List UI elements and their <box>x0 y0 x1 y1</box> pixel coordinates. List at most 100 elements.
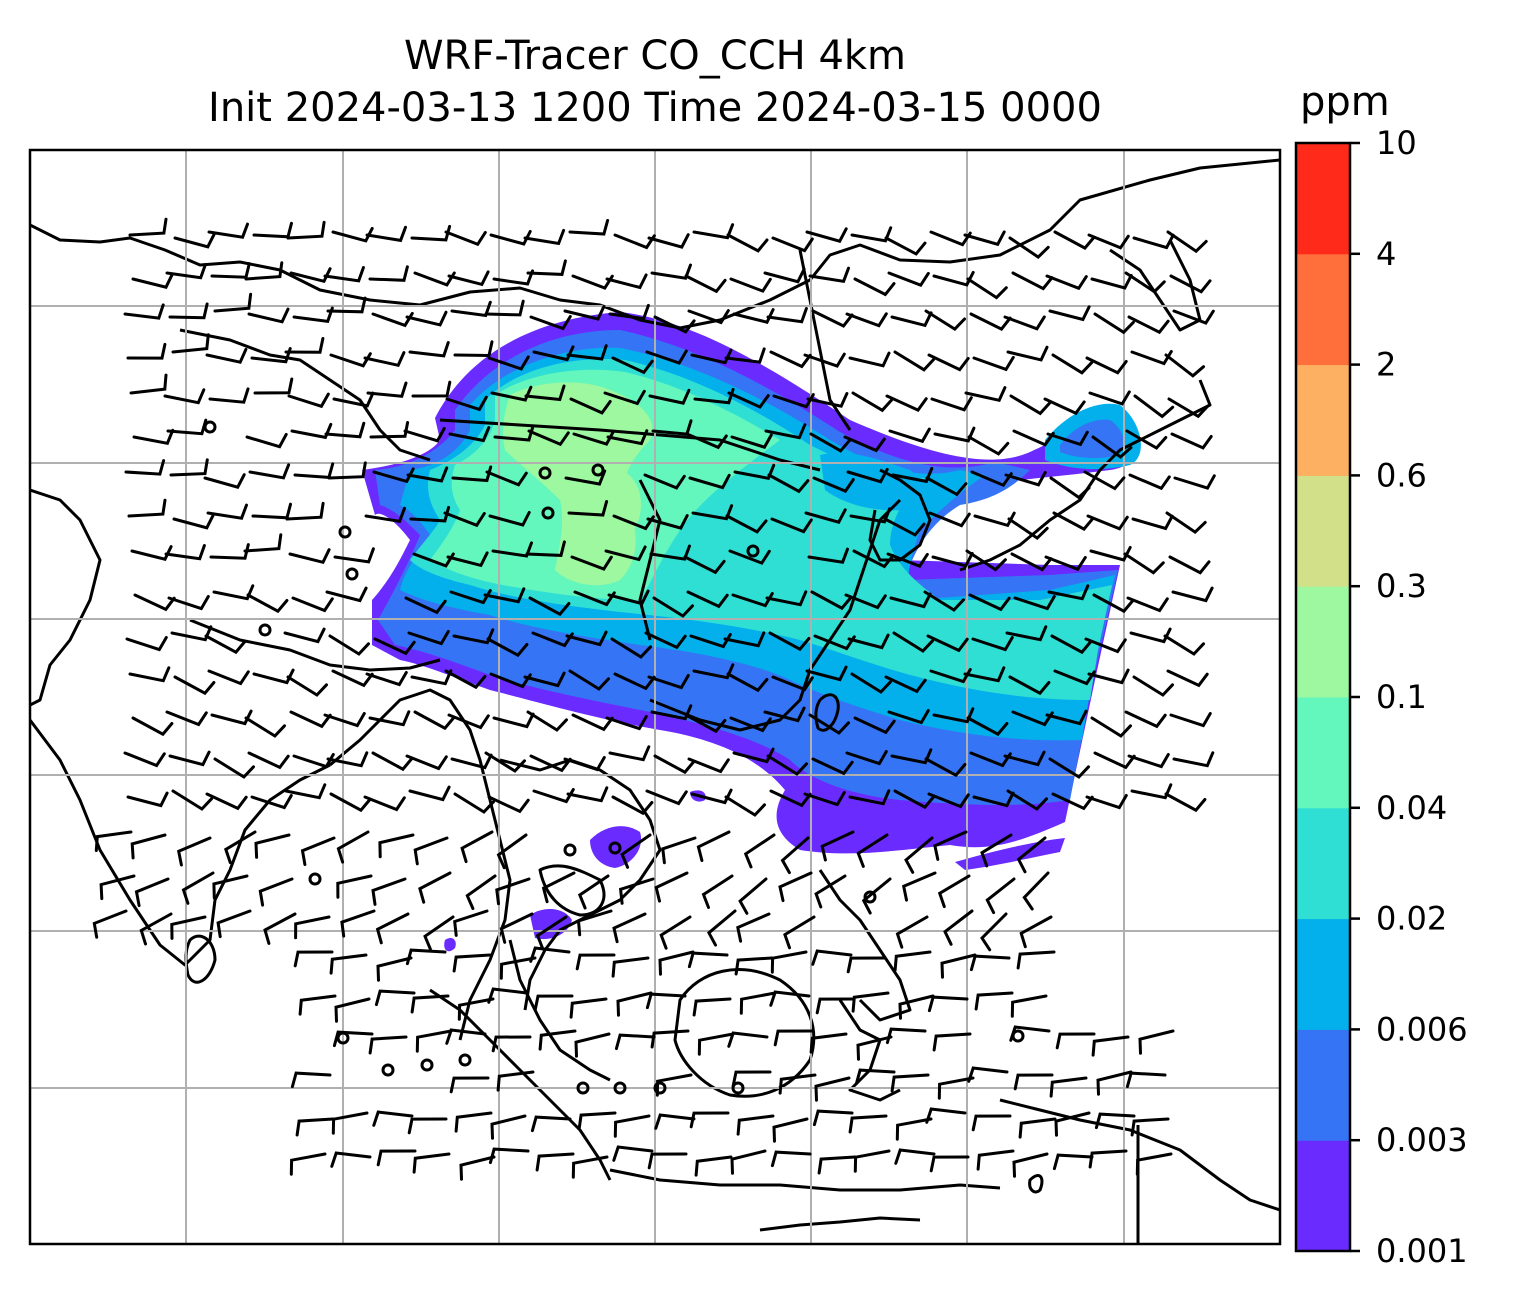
wind-barb <box>808 266 850 283</box>
wind-barb <box>209 543 250 560</box>
wind-barb <box>484 751 526 773</box>
wind-barb <box>980 912 1008 952</box>
wind-barb <box>371 877 407 906</box>
wind-barb <box>928 511 971 528</box>
wind-barb <box>647 674 690 690</box>
wind-barb <box>368 710 411 727</box>
wind-barb <box>1128 473 1171 491</box>
wind-barb <box>972 791 1015 808</box>
wind-barb <box>1051 792 1094 811</box>
wind-barb <box>334 997 371 1023</box>
wind-barb <box>1049 476 1091 500</box>
wind-barb <box>526 710 568 732</box>
wind-barb <box>689 1111 730 1129</box>
wind-barb <box>491 1035 532 1053</box>
wind-barb <box>363 795 406 812</box>
wind-barb <box>1043 397 1086 416</box>
wind-barb <box>773 1029 814 1047</box>
wind-barb <box>1123 552 1165 575</box>
wind-barb <box>577 1111 617 1131</box>
wind-barb <box>170 915 207 940</box>
wind-barb <box>294 915 331 940</box>
wind-barb <box>165 263 207 280</box>
wind-barb <box>568 219 610 236</box>
wind-barb <box>530 1115 572 1133</box>
wind-barb <box>204 634 247 655</box>
wind-barb <box>523 228 566 246</box>
wind-barb <box>645 789 688 806</box>
wind-barb <box>128 217 168 237</box>
wind-barb <box>687 309 730 325</box>
wind-barb <box>1004 471 1047 487</box>
wind-barb <box>611 356 654 375</box>
coast-border-inland-4 <box>638 479 662 641</box>
wind-barb <box>691 504 734 521</box>
wind-barb <box>853 277 896 297</box>
wind-barb <box>173 232 216 249</box>
wind-barb <box>1092 593 1135 614</box>
wind-barb <box>286 675 328 697</box>
wind-barb <box>736 1114 775 1136</box>
wind-barb <box>166 418 208 436</box>
wind-barb <box>407 1117 448 1135</box>
wind-barb <box>300 836 336 866</box>
calm-wind-marker <box>338 525 352 539</box>
wind-barb <box>765 590 808 607</box>
wind-barb <box>371 751 414 772</box>
wind-barb <box>410 669 453 686</box>
wind-barb <box>964 386 1007 403</box>
wind-barb <box>940 953 977 979</box>
wind-barb <box>453 340 494 358</box>
colorbar-segment <box>1296 253 1350 366</box>
wind-barb <box>763 706 806 723</box>
wind-barb <box>254 833 291 859</box>
wind-barb <box>605 273 648 290</box>
wind-barb <box>490 385 533 402</box>
wind-barb <box>923 590 965 612</box>
wind-barb <box>856 833 889 868</box>
wind-barb <box>1006 789 1048 811</box>
wind-barb <box>729 716 772 733</box>
wind-barb <box>206 503 248 520</box>
wind-barb <box>690 788 733 805</box>
wind-barb <box>330 1151 372 1168</box>
wind-barb <box>618 877 655 905</box>
wind-barb <box>488 511 531 527</box>
wind-barb <box>1088 1149 1128 1169</box>
wind-barb <box>738 877 768 915</box>
wind-barb <box>333 547 375 564</box>
colorbar-tick-label: 0.3 <box>1376 567 1427 605</box>
wind-barb <box>696 830 731 862</box>
title-line-2: Init 2024-03-13 1200 Time 2024-03-15 000… <box>208 85 1102 131</box>
wind-barb <box>1054 1111 1091 1137</box>
wind-barb <box>487 795 530 814</box>
wind-barb <box>891 466 934 484</box>
wind-barb <box>465 874 497 910</box>
wind-barb <box>701 874 734 909</box>
wind-barb <box>409 505 451 523</box>
wind-barb <box>846 956 887 974</box>
wind-barb <box>969 312 1012 331</box>
wind-barb <box>298 994 337 1016</box>
wind-barb <box>1006 345 1049 362</box>
wind-barbs <box>92 217 1216 1181</box>
wind-barb <box>332 391 375 408</box>
wind-barb <box>1130 1117 1170 1137</box>
wind-barb <box>770 517 813 534</box>
wind-barb <box>686 590 729 609</box>
colorbar-segment <box>1296 807 1350 920</box>
wind-barb <box>1138 1029 1175 1055</box>
wind-barb <box>806 392 849 408</box>
wind-barb <box>736 912 771 943</box>
wind-barb <box>496 1070 535 1092</box>
wind-barb <box>780 836 810 875</box>
wind-barb <box>1130 783 1173 800</box>
wind-barb <box>327 461 367 480</box>
colorbar-tick-label: 0.1 <box>1376 678 1427 716</box>
wind-barb <box>529 315 572 331</box>
wind-barb <box>887 271 930 288</box>
wind-barb <box>453 909 489 937</box>
wind-barb <box>697 1032 735 1056</box>
wind-barb <box>856 1035 893 1061</box>
